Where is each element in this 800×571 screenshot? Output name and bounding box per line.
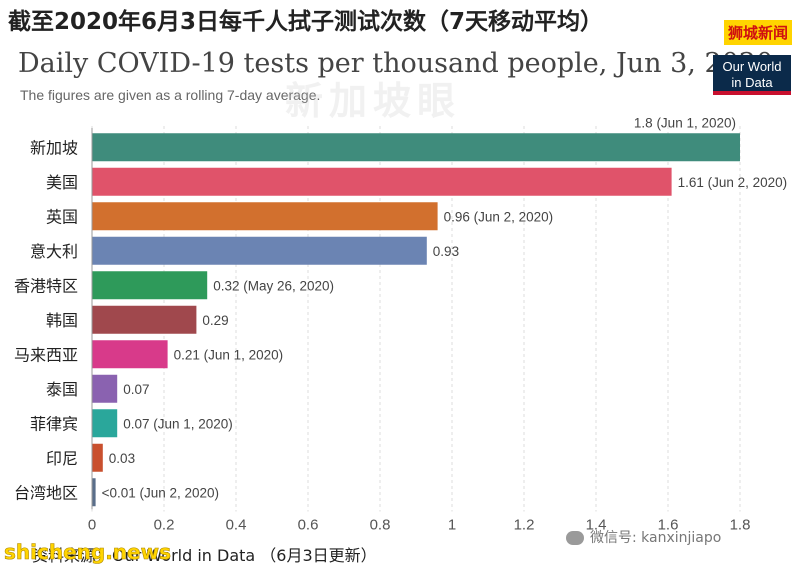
chart-subtitle: The figures are given as a rolling 7-day… — [20, 87, 321, 103]
bar — [92, 443, 103, 472]
x-tick-label: 1.2 — [514, 517, 535, 534]
data-label: 0.96 (Jun 2, 2020) — [444, 209, 554, 224]
category-label: 意大利 — [30, 242, 78, 261]
bar — [92, 133, 740, 162]
logo-line-1: Our World — [722, 59, 782, 74]
x-tick-label: 0.4 — [226, 517, 247, 534]
chart-title: Daily COVID-19 tests per thousand people… — [18, 48, 774, 79]
category-label: 英国 — [46, 207, 78, 226]
watermark-right: 微信号: kanxinjiapo — [566, 527, 721, 547]
data-label: 0.21 (Jun 1, 2020) — [174, 347, 284, 362]
watermark-left: shicheng.news — [4, 540, 172, 565]
category-label: 韩国 — [46, 311, 78, 330]
data-label: 0.93 — [433, 244, 459, 259]
owid-logo[interactable]: Our World in Data — [713, 55, 791, 95]
page-title: 截至2020年6月3日每千人拭子测试次数（7天移动平均） — [8, 9, 604, 35]
brand-badge: 狮城新闻 — [723, 20, 792, 45]
source-note: 资料来源：Our World in Data （6月3日更新） — [32, 546, 377, 565]
data-label: 0.03 — [109, 451, 135, 466]
bar — [92, 167, 672, 196]
data-label: 0.07 — [123, 382, 149, 397]
watermark-right-text: 微信号: kanxinjiapo — [590, 530, 722, 546]
data-label: 0.29 — [202, 313, 228, 328]
bar — [92, 236, 427, 265]
bar — [92, 340, 168, 369]
category-label: 印尼 — [46, 449, 78, 468]
bar — [92, 409, 118, 438]
data-label: 1.8 (Jun 1, 2020) — [634, 115, 736, 130]
x-tick-label: 0.6 — [298, 517, 319, 534]
x-tick-label: 0.8 — [370, 517, 391, 534]
x-tick-label: 1.4 — [586, 517, 607, 534]
x-tick-label: 1.8 — [730, 517, 751, 534]
bar — [92, 271, 208, 300]
bar — [92, 374, 118, 403]
category-label: 泰国 — [46, 380, 78, 399]
wechat-icon — [566, 531, 584, 545]
category-label: 马来西亚 — [14, 345, 78, 364]
category-label: 新加坡 — [30, 138, 78, 157]
bar — [92, 202, 438, 231]
x-tick-label: 1.6 — [658, 517, 679, 534]
logo-line-2: in Data — [731, 75, 773, 90]
x-tick-label: 1 — [448, 517, 456, 534]
data-label: 0.32 (May 26, 2020) — [213, 278, 334, 293]
category-label: 美国 — [46, 173, 78, 192]
category-label: 菲律宾 — [30, 414, 78, 433]
category-label: 香港特区 — [14, 276, 78, 295]
category-label: 台湾地区 — [14, 483, 78, 502]
x-tick-label: 0.2 — [154, 517, 175, 534]
data-label: <0.01 (Jun 2, 2020) — [102, 485, 219, 500]
data-label: 0.07 (Jun 1, 2020) — [123, 416, 233, 431]
center-watermark: 新加坡眼 — [285, 79, 462, 123]
bar — [92, 305, 197, 334]
x-tick-label: 0 — [88, 517, 96, 534]
bar — [92, 478, 96, 507]
data-label: 1.61 (Jun 2, 2020) — [678, 175, 788, 190]
